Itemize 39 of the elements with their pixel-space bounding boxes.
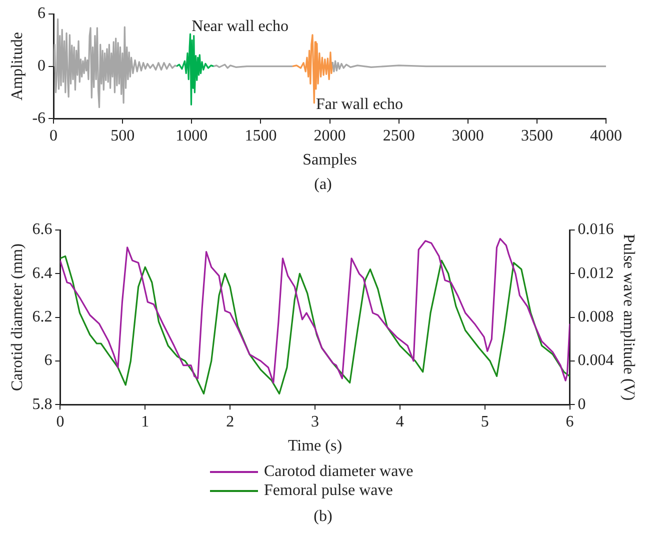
y-axis-title: Amplitude — [8, 32, 26, 101]
y2-axis-title: Pulse wave amplitude (V) — [620, 234, 638, 401]
y-axis-title: Carotid diameter (mm) — [8, 244, 26, 392]
x-tick-label: 6 — [566, 413, 574, 430]
y2-tick-label: 0.008 — [578, 308, 614, 326]
y-tick-label: 6 — [44, 352, 52, 370]
x-tick-label: 5 — [480, 413, 489, 430]
x-tick-label: 2 — [226, 413, 234, 430]
y-tick-label: 6 — [38, 5, 46, 22]
y2-tick-label: 0 — [578, 396, 586, 413]
y2-tick-label: 0.016 — [578, 221, 614, 238]
x-tick-label: 3000 — [452, 127, 484, 144]
x-tick-label: 1500 — [244, 127, 277, 144]
x-tick-label: 3 — [311, 413, 319, 430]
x-tick-label: 4 — [396, 413, 404, 430]
annotation: Far wall echo — [316, 96, 404, 114]
x-axis-title: Time (s) — [288, 438, 342, 455]
y-tick-label: 5.8 — [32, 396, 52, 413]
y2-tick-label: 0.004 — [578, 352, 614, 370]
x-tick-label: 0 — [56, 413, 64, 430]
x-tick-label: 3500 — [520, 127, 553, 144]
y-tick-label: 6.2 — [32, 308, 52, 326]
x-tick-label: 2500 — [382, 127, 415, 144]
x-tick-label: 500 — [110, 127, 135, 144]
text: (b) — [312, 508, 334, 526]
text: (a) — [313, 176, 333, 194]
y-tick-label: 6.4 — [32, 264, 52, 282]
x-tick-label: 1 — [141, 413, 150, 430]
x-tick-label: 1000 — [176, 127, 208, 144]
x-tick-label: 2000 — [314, 127, 346, 144]
legend-label: Femoral pulse wave — [264, 482, 393, 499]
legend-label: Carotod diameter wave — [264, 463, 414, 480]
y-tick-label: 0 — [38, 58, 46, 75]
annotation: Near wall echo — [192, 18, 288, 35]
x-tick-label: 4000 — [590, 127, 622, 144]
y-tick-label: 6.6 — [32, 221, 52, 238]
x-axis-title: Samples — [302, 152, 357, 169]
y-tick-label: -6 — [32, 110, 46, 127]
y2-tick-label: 0.012 — [578, 264, 614, 282]
